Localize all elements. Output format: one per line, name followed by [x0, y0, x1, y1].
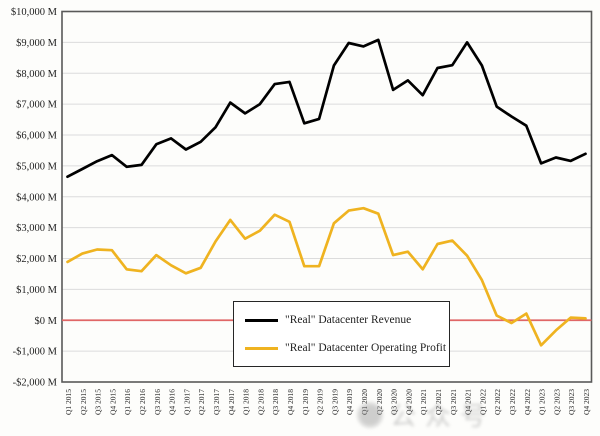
- y-tick-label: $8,000 M: [16, 69, 58, 80]
- legend-item-operating-profit: "Real" Datacenter Operating Profit: [245, 342, 447, 354]
- x-tick-label: Q2 2018: [256, 389, 265, 415]
- y-tick-label: $5,000 M: [16, 161, 58, 172]
- x-tick-label: Q2 2021: [434, 389, 443, 415]
- x-tick-label: Q1 2023: [538, 389, 547, 415]
- y-tick-label: $6,000 M: [16, 131, 58, 142]
- legend: "Real" Datacenter Revenue "Real" Datacen…: [233, 301, 450, 367]
- x-tick-label: Q1 2015: [64, 389, 73, 415]
- legend-label-operating-profit: "Real" Datacenter Operating Profit: [285, 342, 447, 354]
- x-tick-label: Q4 2017: [227, 389, 236, 415]
- y-tick-label: $2,000 M: [16, 254, 58, 265]
- x-tick-label: Q4 2023: [582, 389, 591, 415]
- y-tick-label: $10,000 M: [11, 7, 58, 18]
- y-tick-label: $1,000 M: [16, 285, 58, 296]
- x-tick-label: Q3 2016: [153, 389, 162, 415]
- x-tick-label: Q3 2019: [330, 389, 339, 415]
- x-tick-label: Q2 2020: [375, 389, 384, 415]
- x-tick-label: Q3 2018: [271, 389, 280, 415]
- x-tick-label: Q2 2015: [79, 389, 88, 415]
- legend-item-revenue: "Real" Datacenter Revenue: [245, 314, 443, 326]
- x-tick-label: Q4 2019: [345, 389, 354, 415]
- x-tick-label: Q2 2023: [552, 389, 561, 415]
- x-tick-label: Q2 2017: [197, 389, 206, 415]
- y-tick-label: $7,000 M: [16, 100, 58, 111]
- x-tick-label: Q4 2021: [464, 389, 473, 415]
- y-tick-label: $0 M: [35, 316, 58, 327]
- y-tick-label: -$1,000 M: [13, 347, 58, 358]
- legend-label-revenue: "Real" Datacenter Revenue: [285, 314, 412, 326]
- y-tick-label: $4,000 M: [16, 192, 58, 203]
- x-tick-label: Q3 2023: [567, 389, 576, 415]
- revenue-line: [66, 38, 587, 179]
- x-tick-label: Q1 2022: [478, 389, 487, 415]
- x-tick-label: Q2 2019: [316, 389, 325, 415]
- x-tick-label: Q1 2016: [123, 389, 132, 415]
- x-tick-label: Q3 2020: [390, 389, 399, 415]
- x-tick-label: Q3 2021: [449, 389, 458, 415]
- x-tick-label: Q1 2020: [360, 389, 369, 415]
- x-tick-label: Q2 2016: [138, 389, 147, 415]
- x-tick-label: Q4 2020: [404, 389, 413, 415]
- x-tick-label: Q4 2016: [168, 389, 177, 415]
- x-tick-label: Q3 2017: [212, 389, 221, 415]
- revenue-line-swatch: [245, 318, 278, 322]
- y-tick-label: $3,000 M: [16, 223, 58, 234]
- x-tick-label: Q1 2018: [242, 389, 251, 415]
- x-tick-label: Q3 2015: [94, 389, 103, 415]
- operating-profit-line: [66, 206, 587, 347]
- x-tick-label: Q1 2019: [301, 389, 310, 415]
- x-tick-label: Q3 2022: [508, 389, 517, 415]
- operating-profit-line-swatch: [245, 346, 278, 350]
- y-tick-label: $9,000 M: [16, 38, 58, 49]
- x-tick-label: Q4 2022: [523, 389, 532, 415]
- x-tick-label: Q1 2017: [182, 389, 191, 415]
- x-tick-label: Q1 2021: [419, 389, 428, 415]
- x-tick-label: Q4 2018: [286, 389, 295, 415]
- x-tick-label: Q4 2015: [108, 389, 117, 415]
- plot-border: [61, 10, 593, 383]
- x-tick-label: Q2 2022: [493, 389, 502, 415]
- y-tick-label: -$2,000 M: [13, 378, 58, 389]
